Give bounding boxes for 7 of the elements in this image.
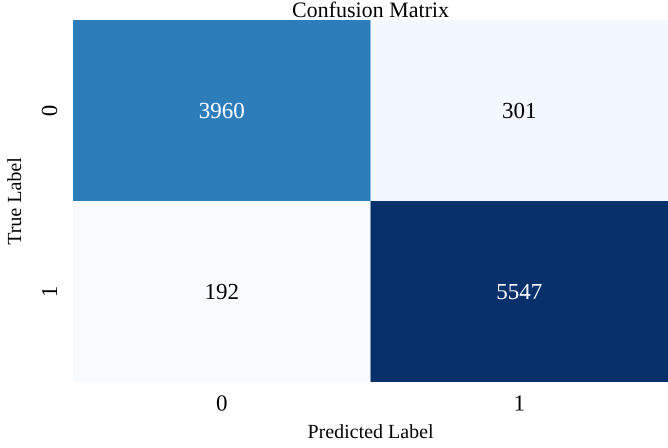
y-axis-title: True Label — [4, 156, 26, 245]
data-label: 3960 — [198, 98, 245, 123]
data-label: 5547 — [496, 279, 542, 304]
data-label: 192 — [204, 279, 239, 304]
chart-title: Confusion Matrix — [290, 0, 450, 22]
data-label: 301 — [502, 98, 536, 123]
x-axis-title: Predicted Label — [307, 421, 434, 443]
